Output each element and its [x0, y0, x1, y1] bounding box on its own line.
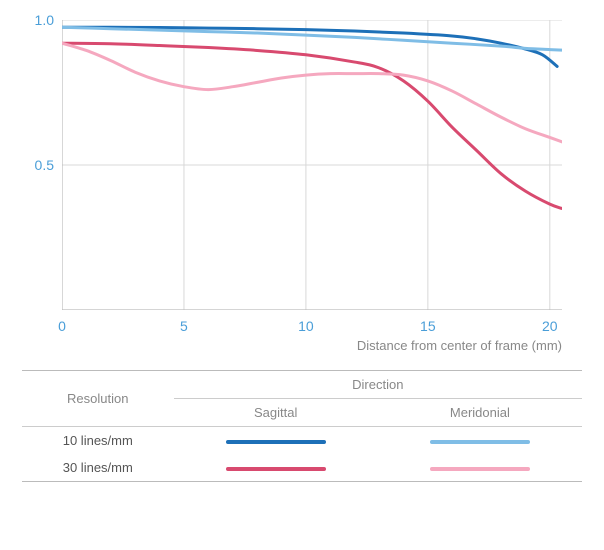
series-30lpmm_meridional: [62, 43, 562, 142]
legend-swatch-meridional: [378, 454, 582, 482]
legend-meridional-header: Meridonial: [378, 399, 582, 427]
plot-area: [62, 20, 562, 310]
legend-table: Resolution Direction Sagittal Meridonial…: [22, 370, 582, 482]
legend-swatch-sagittal: [174, 454, 378, 482]
mtf-chart: Distance from center of frame (mm) 0.51.…: [22, 20, 582, 360]
legend-resolution-header: Resolution: [22, 371, 174, 427]
series-30lpmm_sagittal: [62, 43, 562, 208]
y-tick: 1.0: [35, 12, 54, 28]
x-axis-label: Distance from center of frame (mm): [357, 338, 562, 353]
x-tick: 10: [298, 318, 314, 334]
x-tick: 5: [180, 318, 188, 334]
series-10lpmm_sagittal: [62, 27, 557, 66]
legend-direction-header: Direction: [174, 371, 582, 399]
y-tick: 0.5: [35, 157, 54, 173]
legend-row: 30 lines/mm: [22, 454, 582, 482]
legend-swatch-sagittal: [174, 427, 378, 455]
x-tick: 20: [542, 318, 558, 334]
x-tick: 0: [58, 318, 66, 334]
legend-sagittal-header: Sagittal: [174, 399, 378, 427]
x-tick: 15: [420, 318, 436, 334]
legend-row-label: 10 lines/mm: [22, 427, 174, 455]
legend-row-label: 30 lines/mm: [22, 454, 174, 482]
legend-swatch-meridional: [378, 427, 582, 455]
legend-row: 10 lines/mm: [22, 427, 582, 455]
